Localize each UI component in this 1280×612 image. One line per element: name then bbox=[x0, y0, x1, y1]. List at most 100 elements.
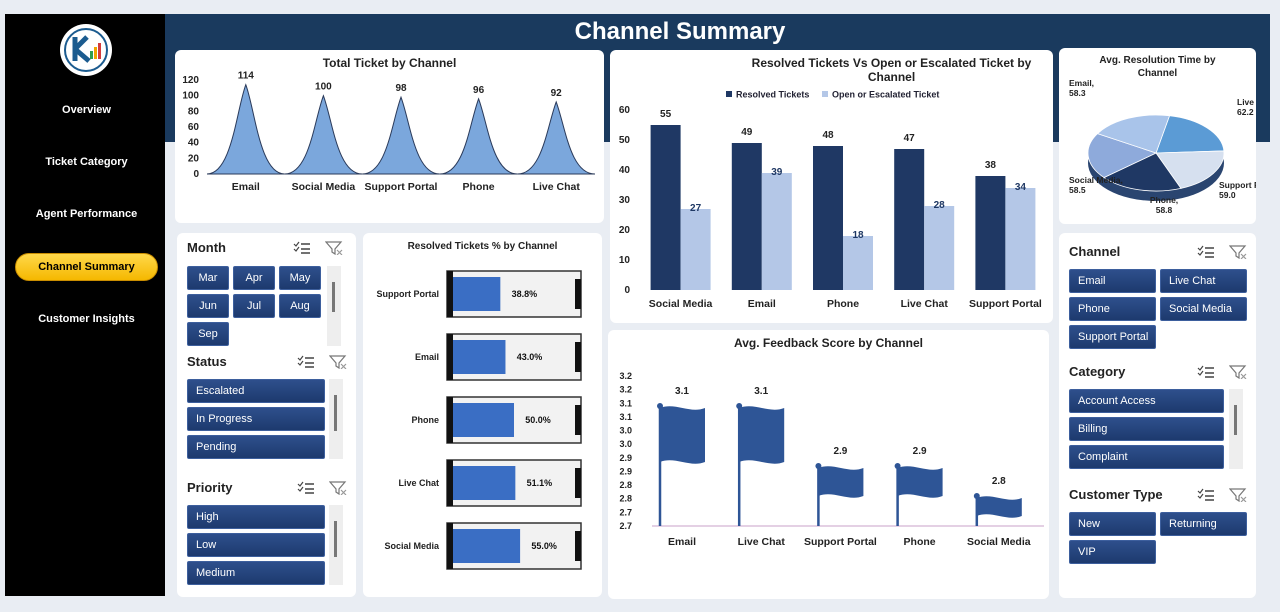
data-label: 2.8 bbox=[992, 476, 1006, 487]
legend-label: Open or Escalated Ticket bbox=[832, 90, 939, 100]
month-btn-jul[interactable]: Jul bbox=[233, 294, 275, 318]
nav-ticket-category-label: Ticket Category bbox=[45, 156, 128, 168]
x-tick-label: Email bbox=[232, 181, 260, 193]
channel-btn-social-media[interactable]: Social Media bbox=[1160, 297, 1247, 321]
category-scrollbar[interactable] bbox=[1229, 389, 1243, 469]
slice-label: Email, bbox=[1069, 78, 1094, 88]
multi-select-icon[interactable] bbox=[297, 355, 315, 374]
pie-slice bbox=[1087, 133, 1158, 178]
status-btn-label: In Progress bbox=[196, 413, 253, 425]
customer-type-btn-new[interactable]: New bbox=[1069, 512, 1156, 536]
multi-select-icon[interactable] bbox=[293, 241, 311, 260]
clear-filter-icon[interactable] bbox=[328, 481, 347, 500]
month-btn-label: Mar bbox=[198, 272, 218, 284]
x-tick-label: Support Portal bbox=[969, 298, 1042, 310]
priority-btn-high[interactable]: High bbox=[187, 505, 325, 529]
data-label: 2.9 bbox=[913, 446, 927, 457]
data-label: 47 bbox=[904, 133, 916, 144]
battery-cap bbox=[447, 460, 453, 506]
channel-btn-live-chat[interactable]: Live Chat bbox=[1160, 269, 1247, 293]
status-btn-in-progress[interactable]: In Progress bbox=[187, 407, 325, 431]
customer-type-btn-label: New bbox=[1078, 518, 1101, 530]
y-tick-label: 20 bbox=[188, 153, 200, 164]
month-btn-apr[interactable]: Apr bbox=[233, 266, 275, 290]
channel-btn-phone[interactable]: Phone bbox=[1069, 297, 1156, 321]
multi-select-icon[interactable] bbox=[297, 481, 315, 500]
y-tick-label: 2.8 bbox=[619, 494, 632, 504]
ticket-bar bbox=[206, 83, 285, 175]
data-label: 27 bbox=[690, 203, 702, 214]
battery-fill bbox=[453, 529, 521, 563]
status-btn-label: Escalated bbox=[196, 385, 245, 397]
month-btn-jun[interactable]: Jun bbox=[187, 294, 229, 318]
y-tick-label: 3.1 bbox=[619, 398, 632, 408]
customer-type-btn-vip[interactable]: VIP bbox=[1069, 540, 1156, 564]
status-btn-pending[interactable]: Pending bbox=[187, 435, 325, 459]
y-tick-label: 30 bbox=[619, 195, 631, 206]
x-tick-label: Social Media bbox=[649, 298, 713, 310]
priority-scrollbar[interactable] bbox=[329, 505, 343, 585]
slice-value: 58.5 bbox=[1069, 185, 1086, 195]
y-tick-label: 3.2 bbox=[619, 385, 632, 395]
month-btn-sep[interactable]: Sep bbox=[187, 322, 229, 346]
customer-type-btn-returning[interactable]: Returning bbox=[1160, 512, 1247, 536]
nav-ticket-category[interactable]: Ticket Category bbox=[15, 148, 158, 176]
category-btn-complaint[interactable]: Complaint bbox=[1069, 445, 1224, 469]
slice-label: Phone, bbox=[1150, 195, 1178, 205]
data-label: 100 bbox=[315, 82, 332, 93]
series-bar bbox=[975, 176, 1006, 290]
pie-slice bbox=[1096, 114, 1171, 154]
clear-filter-icon[interactable] bbox=[324, 241, 343, 260]
status-btn-escalated[interactable]: Escalated bbox=[187, 379, 325, 403]
legend-label: Resolved Tickets bbox=[736, 90, 809, 100]
y-tick-label: 100 bbox=[182, 91, 199, 102]
slice-value: 59.0 bbox=[1219, 190, 1236, 200]
channel-btn-label: Social Media bbox=[1169, 303, 1232, 315]
nav-customer-insights[interactable]: Customer Insights bbox=[15, 305, 158, 333]
month-btn-may[interactable]: May bbox=[279, 266, 321, 290]
x-tick-label: Live Chat bbox=[901, 298, 949, 310]
slice-value: 58.8 bbox=[1156, 205, 1173, 215]
nav-overview[interactable]: Overview bbox=[15, 96, 158, 124]
legend-swatch bbox=[822, 91, 828, 97]
y-tick-label: 0 bbox=[193, 169, 199, 180]
priority-btn-label: Low bbox=[196, 539, 217, 551]
data-label: 96 bbox=[473, 85, 485, 96]
feedback-chart: 2.7 2.7 2.8 2.8 2.9 2.9 3.0 3.0 3.1 3.1 3.2 3.2 3.1 E… bbox=[619, 371, 1044, 548]
clear-filter-icon[interactable] bbox=[1228, 488, 1247, 507]
priority-btn-medium[interactable]: Medium bbox=[187, 561, 325, 585]
nav-channel-summary[interactable]: Channel Summary bbox=[15, 253, 158, 281]
month-btn-label: Jun bbox=[199, 300, 217, 312]
resolved-vs-open-panel: Resolved Tickets Vs Open or Escalated Ti… bbox=[610, 50, 1053, 323]
month-btn-mar[interactable]: Mar bbox=[187, 266, 229, 290]
nav-agent-performance[interactable]: Agent Performance bbox=[15, 200, 158, 228]
y-tick-label: 2.7 bbox=[619, 507, 632, 517]
y-tick-label: 2.8 bbox=[619, 480, 632, 490]
status-scrollbar[interactable] bbox=[329, 379, 343, 459]
multi-select-icon[interactable] bbox=[1197, 488, 1215, 507]
series-bar bbox=[1005, 188, 1036, 290]
channel-btn-email[interactable]: Email bbox=[1069, 269, 1156, 293]
data-label: 2.9 bbox=[833, 446, 847, 457]
battery-cap bbox=[575, 279, 581, 309]
clear-filter-icon[interactable] bbox=[1228, 245, 1247, 264]
channel-btn-label: Live Chat bbox=[1169, 275, 1216, 287]
chart-title: Resolved Tickets % by Channel bbox=[407, 241, 558, 252]
series-bar bbox=[813, 146, 843, 290]
month-scrollbar[interactable] bbox=[327, 266, 341, 346]
month-btn-aug[interactable]: Aug bbox=[279, 294, 321, 318]
channel-btn-support-portal[interactable]: Support Portal bbox=[1069, 325, 1156, 349]
category-btn-billing[interactable]: Billing bbox=[1069, 417, 1224, 441]
status-btn-label: Pending bbox=[196, 441, 237, 453]
month-btn-label: Apr bbox=[245, 272, 263, 284]
multi-select-icon[interactable] bbox=[1197, 365, 1215, 384]
category-btn-account-access[interactable]: Account Access bbox=[1069, 389, 1224, 413]
logo-icon bbox=[64, 28, 108, 72]
sidebar: Overview Ticket Category Agent Performan… bbox=[5, 14, 165, 596]
clear-filter-icon[interactable] bbox=[328, 355, 347, 374]
clear-filter-icon[interactable] bbox=[1228, 365, 1247, 384]
data-label: 55.0% bbox=[531, 541, 557, 551]
priority-btn-low[interactable]: Low bbox=[187, 533, 325, 557]
multi-select-icon[interactable] bbox=[1197, 245, 1215, 264]
